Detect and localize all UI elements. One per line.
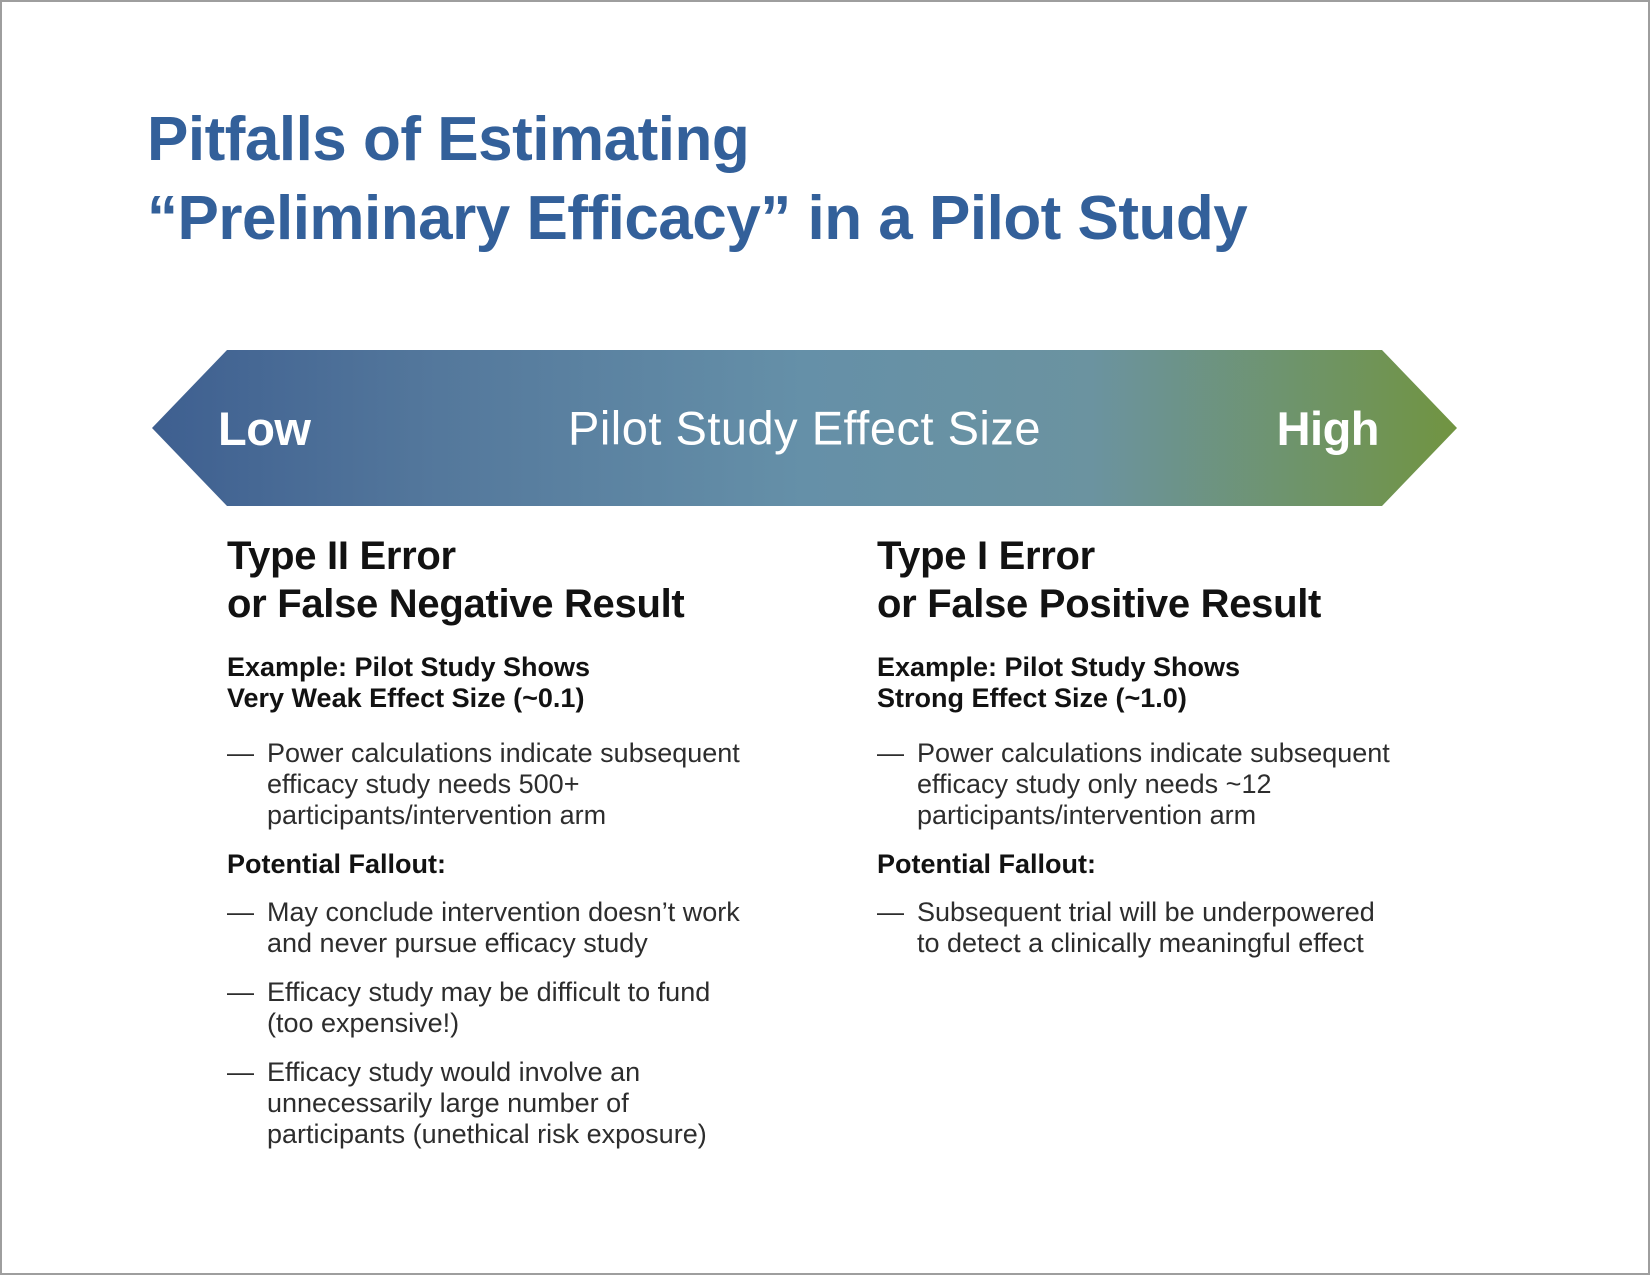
type-i-error-column: Type I Error or False Positive Result Ex… (877, 532, 1502, 977)
bullet-text: Power calculations indicate subsequent e… (267, 738, 740, 830)
arrow-low-label: Low (218, 401, 311, 455)
arrow-high-label: High (1276, 401, 1379, 455)
example-text: Example: Pilot Study Shows Strong Effect… (877, 652, 1241, 713)
arrow-center-label: Pilot Study Effect Size (567, 401, 1042, 455)
column-heading: Type II Error or False Negative Result (227, 534, 685, 626)
list-item: — Subsequent trial will be underpowered … (877, 897, 1502, 959)
dash-bullet-marker: — (877, 897, 904, 927)
fallout-label: Potential Fallout: (877, 849, 1096, 879)
dash-bullet-marker: — (227, 977, 254, 1007)
list-item: — Efficacy study may be difficult to fun… (227, 977, 852, 1039)
bullet-text: May conclude intervention doesn’t work a… (267, 897, 740, 958)
effect-size-arrow-banner: Low Pilot Study Effect Size High (152, 350, 1457, 506)
dash-bullet-marker: — (227, 897, 254, 927)
bullet-text: Subsequent trial will be underpowered to… (917, 897, 1375, 958)
bullet-text: Power calculations indicate subsequent e… (917, 738, 1390, 830)
example-text: Example: Pilot Study Shows Very Weak Eff… (227, 652, 591, 713)
list-item: — Efficacy study would involve an unnece… (227, 1057, 852, 1150)
fallout-label: Potential Fallout: (227, 849, 446, 879)
type-ii-error-column: Type II Error or False Negative Result E… (227, 532, 852, 1168)
column-heading: Type I Error or False Positive Result (877, 534, 1322, 626)
bullet-text: Efficacy study may be difficult to fund … (267, 977, 711, 1038)
list-item: — Power calculations indicate subsequent… (877, 738, 1502, 831)
dash-bullet-marker: — (877, 738, 904, 768)
dash-bullet-marker: — (227, 1057, 254, 1087)
list-item: — Power calculations indicate subsequent… (227, 738, 852, 831)
dash-bullet-marker: — (227, 738, 254, 768)
bullet-text: Efficacy study would involve an unnecess… (267, 1057, 707, 1149)
page-title: Pitfalls of Estimating “Preliminary Effi… (147, 105, 1248, 253)
list-item: — May conclude intervention doesn’t work… (227, 897, 852, 959)
